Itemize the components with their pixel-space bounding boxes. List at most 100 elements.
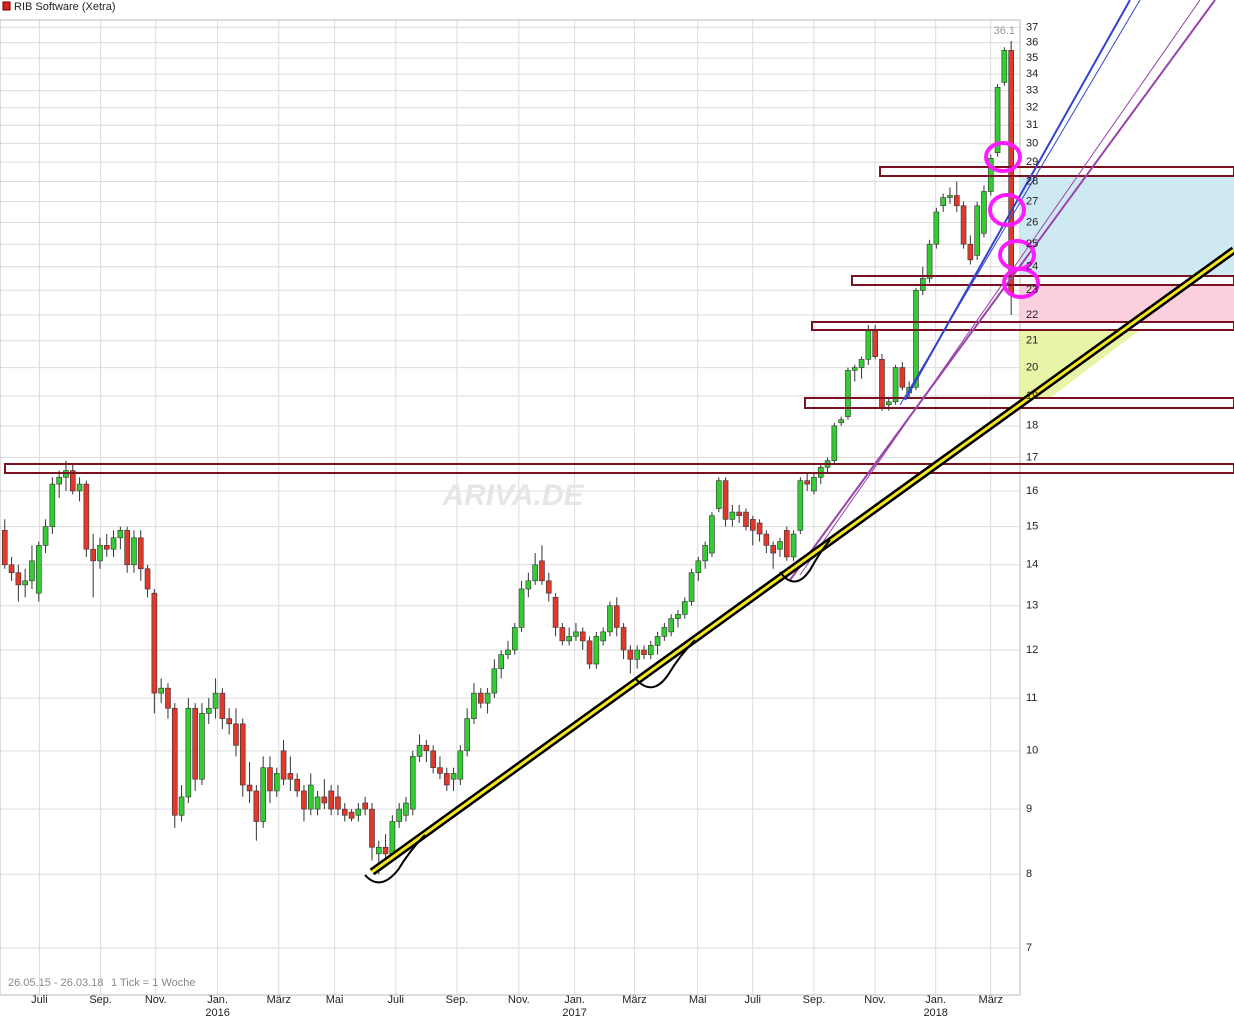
title-icon: [2, 1, 11, 11]
candle-body: [525, 580, 532, 590]
candle-body: [42, 526, 49, 546]
candle-body: [423, 745, 430, 752]
candle-body: [199, 713, 205, 780]
y-tick-label: 19: [1026, 390, 1038, 402]
candle-body: [947, 195, 953, 198]
y-tick-label: 14: [1026, 559, 1038, 571]
y-tick-label: 10: [1026, 745, 1038, 757]
candle-body: [981, 191, 987, 234]
y-tick-label: 36: [1026, 36, 1038, 48]
candle-body: [355, 808, 362, 816]
candle-body: [858, 359, 865, 368]
candle-body: [654, 636, 661, 646]
candle-body: [15, 572, 22, 586]
curve: [779, 539, 831, 583]
candle-body: [464, 718, 470, 752]
candle-body: [341, 808, 348, 816]
y-tick-label: 7: [1026, 942, 1032, 954]
candle-body: [396, 808, 402, 822]
candle-body: [865, 329, 872, 360]
candle-body: [212, 692, 219, 709]
candle-body: [416, 745, 423, 757]
y-tick-label: 22: [1026, 309, 1038, 321]
level-box: [851, 275, 1234, 286]
y-tick-label: 35: [1026, 52, 1038, 64]
candle-body: [511, 627, 518, 651]
candle-body: [22, 580, 28, 586]
candle-body: [620, 627, 627, 651]
candle-body: [35, 545, 42, 594]
x-tick-label: Mai: [326, 994, 344, 1006]
grid: [0, 20, 1020, 995]
curve: [634, 639, 696, 689]
candle-body: [260, 767, 266, 822]
candle-body: [688, 572, 695, 602]
candle-body: [933, 211, 940, 245]
candle-body: [593, 636, 600, 665]
candle-body: [783, 530, 790, 558]
year-label: 2018: [923, 1007, 947, 1019]
level-box: [4, 463, 1234, 474]
y-tick-label: 23: [1026, 284, 1038, 296]
date-range: 26.05.15 - 26.03.18: [8, 977, 103, 989]
candle-body: [491, 668, 498, 694]
y-tick-label: 20: [1026, 361, 1038, 373]
candle-body: [695, 560, 702, 574]
y-tick-label: 34: [1026, 68, 1038, 80]
year-label: 2017: [562, 1007, 586, 1019]
highlight-circle: [984, 141, 1022, 173]
candle-body: [668, 618, 674, 633]
candle-body: [573, 631, 579, 637]
candle-body: [484, 692, 491, 704]
candle-body: [804, 480, 810, 485]
candle-body: [253, 790, 260, 822]
candle-body: [627, 649, 634, 660]
y-tick-label: 29: [1026, 156, 1038, 168]
candle-body: [267, 767, 273, 792]
candle-body: [137, 537, 144, 570]
candle-body: [539, 560, 545, 582]
candle-body: [362, 802, 368, 810]
candle-body: [545, 580, 552, 594]
candle-body: [76, 483, 83, 492]
candle-body: [328, 790, 334, 810]
year-label: 2016: [205, 1007, 229, 1019]
candle-body: [287, 773, 294, 780]
candle-body: [552, 597, 559, 628]
candle-body: [83, 483, 90, 550]
candle-body: [967, 243, 974, 261]
candle-body: [709, 515, 715, 554]
y-tick-label: 31: [1026, 119, 1038, 131]
candle-body: [579, 631, 586, 642]
candle-body: [892, 367, 899, 403]
x-tick-label: Nov.: [508, 994, 530, 1006]
candle-body: [763, 533, 770, 546]
candle-body: [1, 530, 8, 566]
candle-body: [797, 480, 804, 531]
y-tick-label: 32: [1026, 102, 1038, 114]
y-tick-label: 9: [1026, 803, 1032, 815]
y-tick-label: 24: [1026, 261, 1038, 273]
x-tick-label: März: [979, 994, 1003, 1006]
candle-body: [518, 588, 525, 628]
main-trend: [371, 248, 1234, 874]
candle-body: [566, 636, 572, 642]
chart-title: RIB Software (Xetra): [14, 1, 115, 13]
candle-body: [375, 846, 382, 855]
y-tick-label: 27: [1026, 196, 1038, 208]
y-tick-label: 17: [1026, 451, 1038, 463]
x-tick-label: Juli: [388, 994, 405, 1006]
y-tick-label: 13: [1026, 600, 1038, 612]
plot-frame: [0, 19, 1021, 996]
candle-body: [477, 692, 484, 704]
candle-body: [994, 87, 1001, 153]
candle-body: [301, 790, 307, 810]
candle-body: [940, 197, 946, 207]
candle-body: [233, 723, 239, 746]
max-label: 36.1: [994, 25, 1015, 37]
y-tick-label: 37: [1026, 21, 1038, 33]
candle-body: [811, 476, 817, 492]
candle-body: [280, 750, 287, 780]
candle-body: [151, 592, 158, 694]
